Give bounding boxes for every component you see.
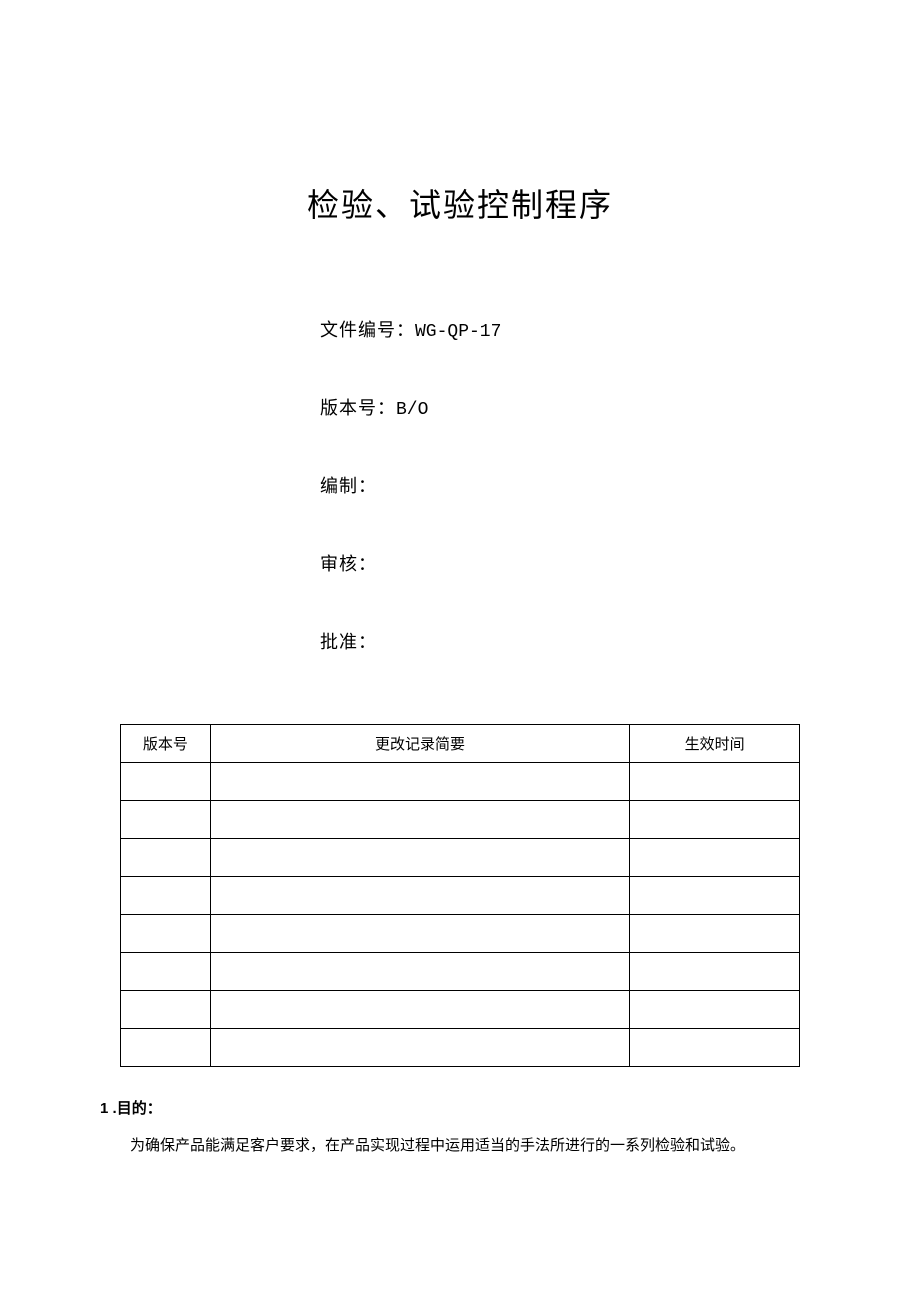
cell-version bbox=[121, 1029, 211, 1067]
field-label: 版本号： bbox=[320, 398, 396, 418]
field-reviewed-by: 审核： bbox=[320, 550, 820, 576]
field-label: 文件编号： bbox=[320, 320, 415, 340]
section-1-heading: 1 .目的： bbox=[100, 1097, 820, 1118]
cell-version bbox=[121, 801, 211, 839]
cell-date bbox=[630, 763, 800, 801]
cell-date bbox=[630, 1029, 800, 1067]
cell-summary bbox=[210, 915, 629, 953]
table-row bbox=[121, 1029, 800, 1067]
table-row bbox=[121, 877, 800, 915]
table-row bbox=[121, 953, 800, 991]
cell-version bbox=[121, 877, 211, 915]
cell-version bbox=[121, 991, 211, 1029]
table-row bbox=[121, 801, 800, 839]
revision-table-body bbox=[121, 763, 800, 1067]
col-header-effective-date: 生效时间 bbox=[630, 725, 800, 763]
document-title: 检验、试验控制程序 bbox=[100, 180, 820, 226]
field-doc-number: 文件编号：WG-QP-17 bbox=[320, 316, 820, 342]
cell-version bbox=[121, 839, 211, 877]
table-header-row: 版本号 更改记录简要 生效时间 bbox=[121, 725, 800, 763]
section-number: 1 . bbox=[100, 1100, 117, 1117]
col-header-version: 版本号 bbox=[121, 725, 211, 763]
revision-history-table: 版本号 更改记录简要 生效时间 bbox=[120, 724, 800, 1067]
field-label: 审核： bbox=[320, 554, 377, 574]
cell-summary bbox=[210, 801, 629, 839]
document-info-block: 文件编号：WG-QP-17 版本号：B/O 编制： 审核： 批准： bbox=[100, 316, 820, 654]
field-compiled-by: 编制： bbox=[320, 472, 820, 498]
cell-date bbox=[630, 801, 800, 839]
cell-summary bbox=[210, 877, 629, 915]
field-label: 编制： bbox=[320, 476, 377, 496]
field-value: WG-QP-17 bbox=[415, 322, 501, 342]
cell-date bbox=[630, 915, 800, 953]
col-header-change-summary: 更改记录简要 bbox=[210, 725, 629, 763]
table-row bbox=[121, 839, 800, 877]
field-version: 版本号：B/O bbox=[320, 394, 820, 420]
table-row bbox=[121, 915, 800, 953]
table-row bbox=[121, 991, 800, 1029]
cell-summary bbox=[210, 991, 629, 1029]
cell-date bbox=[630, 991, 800, 1029]
cell-summary bbox=[210, 953, 629, 991]
table-row bbox=[121, 763, 800, 801]
cell-date bbox=[630, 877, 800, 915]
cell-date bbox=[630, 839, 800, 877]
cell-version bbox=[121, 763, 211, 801]
cell-summary bbox=[210, 1029, 629, 1067]
cell-version bbox=[121, 915, 211, 953]
section-title: 目的： bbox=[117, 1101, 162, 1117]
cell-date bbox=[630, 953, 800, 991]
section-1-body: 为确保产品能满足客户要求，在产品实现过程中运用适当的手法所进行的一系列检验和试验… bbox=[100, 1134, 820, 1158]
field-approved-by: 批准： bbox=[320, 628, 820, 654]
cell-summary bbox=[210, 839, 629, 877]
cell-summary bbox=[210, 763, 629, 801]
cell-version bbox=[121, 953, 211, 991]
field-value: B/O bbox=[396, 400, 428, 420]
document-page: 检验、试验控制程序 文件编号：WG-QP-17 版本号：B/O 编制： 审核： … bbox=[0, 0, 920, 1218]
field-label: 批准： bbox=[320, 632, 377, 652]
